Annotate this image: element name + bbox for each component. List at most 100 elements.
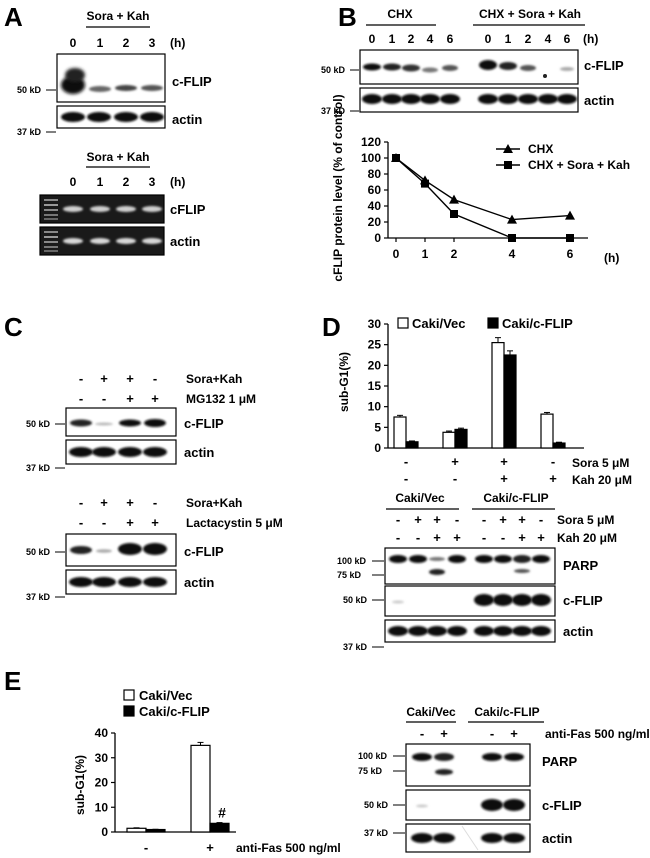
panel-d-y-tick-label: 15 [368,379,382,393]
panel-b-cflip-band [383,63,401,71]
panel-e-y-tick-label: 40 [95,726,109,740]
panel-a-cflip-band [65,68,85,82]
panel-b-x-unit: (h) [604,251,619,265]
panel-c-bottom-actin-band [143,577,167,587]
panel-c-bottom-label-cflip: c-FLIP [184,544,224,559]
panel-d-actin-band [388,626,408,636]
panel-d-sign: - [551,454,555,469]
panel-e-actin-band [433,833,455,843]
panel-a-rt-ladder-band [44,241,58,243]
panel-d-blot-row-label: Sora 5 μM [557,513,614,527]
panel-d-parp-band [494,555,512,563]
panel-d-marker-100: 100 kD [337,556,367,566]
panel-b-point [449,194,459,204]
panel-d-parp-band [429,557,445,561]
panel-b-actin-band [420,94,440,104]
panel-d-y-tick-label: 20 [368,358,382,372]
panel-d-blot-sign: - [455,512,459,527]
panel-e-bar [145,828,166,833]
panel-d-bar [552,442,566,449]
panel-e-marker-100: 100 kD [358,751,388,761]
panel-b-y-tick-label: 120 [361,135,381,149]
panel-a-rt-time-1: 1 [97,175,104,189]
panel-a-rt-actin-band [142,238,162,244]
panel-d-blot-sign: + [414,512,422,527]
panel-a-time-3: 3 [149,36,156,50]
panel-c-sign: + [151,391,159,406]
panel-b-y-tick-label: 100 [361,151,381,165]
panel-e-actin-band [411,833,433,843]
panel-c-top-label-actin: actin [184,445,214,460]
panel-b-legend-label: CHX [528,142,553,156]
panel-a-cflip-band [115,85,137,91]
panel-a-cflip-band [141,85,163,91]
panel-d-sign: - [453,471,457,486]
panel-b-time: 4 [427,32,434,46]
panel-b-legend-marker [504,161,512,169]
panel-e-y-tick-label: 30 [95,751,109,765]
panel-c-row-label: Sora+Kah [186,496,242,510]
panel-d-parp-band [409,555,427,563]
panel-b-cflip-band [422,67,438,73]
panel-d-marker-75: 75 kD [337,570,362,580]
panel-c-sign: - [153,495,157,510]
panel-b-actin-band [382,94,402,104]
panel-e-marker-50: 50 kD [364,800,389,810]
panel-c-top-actin-band [143,447,167,457]
panel-b-group-chx: CHX [387,7,412,21]
panel-d-blot-sign: - [396,530,400,545]
panel-d-group-vec: Caki/Vec [395,491,445,505]
panel-d-actin-band [408,626,428,636]
panel-d-actin-band [427,626,447,636]
panel-b-cflip-band [520,65,536,71]
panel-c-sign: + [100,495,108,510]
panel-e-label-parp: PARP [542,754,577,769]
panel-d-parp-band [389,555,407,563]
panel-b-time: 2 [525,32,532,46]
panel-a-actin-band [114,112,138,122]
panel-d-actin-band [493,626,513,636]
panel-e-legend-swatch [123,705,135,717]
panel-c-sign: - [102,515,106,530]
panel-e-y-tick-label: 10 [95,800,109,814]
panel-a-rt-treatment-label: Sora + Kah [86,150,149,164]
panel-e-marker-37: 37 kD [364,828,389,838]
panel-c-sign: + [151,515,159,530]
panel-b-actin-band [557,94,577,104]
panel-a-rt-ladder-band [44,218,58,220]
panel-b-point [392,154,400,162]
panel-d-actin-band [512,626,532,636]
panel-a-rt-ladder-band [44,250,58,252]
panel-e-x-tick-label: - [144,840,148,855]
panel-b-y-tick-label: 40 [368,199,382,213]
panel-d-blot-sign: - [539,512,543,527]
panel-a-rt-cflip-band [116,206,136,212]
panel-a-rt-ladder-band [44,214,58,216]
panel-b-marker-37: 37 kD [321,106,346,116]
panel-b-point [565,210,575,220]
panel-d-actin-blot [384,619,556,643]
panel-a-actin-band [87,112,111,122]
panel-d-bar [454,428,468,449]
panel-d-parp-band [532,555,550,563]
panel-e-legend-label: Caki/c-FLIP [139,704,210,719]
panel-b-cflip-spot [543,74,547,78]
panel-b-actin-band [498,94,518,104]
panel-e-parp-blot [405,743,531,787]
panel-c-top-actin-band [69,447,93,457]
panel-b-x-tick-label: 2 [451,247,458,261]
panel-b-point [508,234,516,242]
panel-c-sign: - [79,515,83,530]
panel-e-blot-sign: + [510,726,518,741]
panel-d-bar [393,416,407,449]
panel-a-rt-ladder-band [44,236,58,238]
panel-d-cflip-band [531,594,551,606]
panel-b-y-tick-label: 80 [368,167,382,181]
panel-d-bar [503,354,517,449]
panel-a-rt-ladder-band [44,204,58,206]
panel-c-bottom-actin-band [92,577,116,587]
panel-a-rt-cflip-band [142,206,162,212]
panel-c-sign: - [102,391,106,406]
panel-d-marker-37: 37 kD [343,642,368,652]
panel-a-rt-label-actin: actin [170,234,200,249]
